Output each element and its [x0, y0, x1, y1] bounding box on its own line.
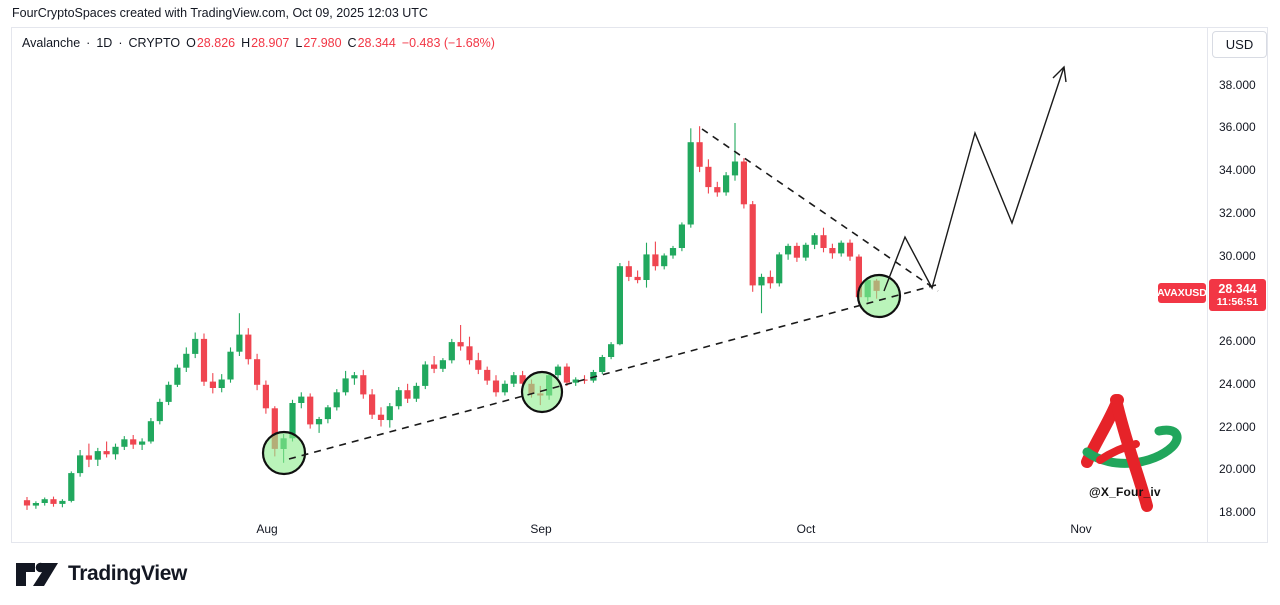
- price-tick-label: 32.000: [1219, 205, 1256, 220]
- high-label: H: [241, 36, 251, 50]
- legend-symbol[interactable]: Avalanche: [22, 36, 81, 50]
- low-value: 27.980: [303, 36, 342, 50]
- price-tick-label: 24.000: [1219, 376, 1256, 391]
- price-tick-label: 22.000: [1219, 419, 1256, 434]
- currency-unit-button[interactable]: USD: [1212, 31, 1267, 58]
- chart-frame: [11, 27, 1268, 543]
- open-value: 28.826: [196, 36, 236, 50]
- time-tick-label: Aug: [256, 522, 278, 536]
- high-value: 28.907: [251, 36, 290, 50]
- legend-interval[interactable]: 1D: [96, 36, 113, 50]
- price-tick-label: 30.000: [1219, 248, 1256, 263]
- candlestick-series: [23, 123, 880, 510]
- last-price-value: 28.344: [1218, 281, 1257, 296]
- price-axis-separator: [1207, 27, 1208, 543]
- chart-drawings: [261, 65, 1067, 476]
- price-tick-label: 18.000: [1219, 505, 1256, 519]
- legend-separator-1: ·: [86, 36, 91, 50]
- time-tick-label: Nov: [1070, 522, 1092, 536]
- watermark-logo: [1081, 394, 1182, 512]
- tradingview-logo-text: TradingView: [68, 562, 187, 585]
- last-price-symbol-badge: AVAXUSD: [1157, 283, 1207, 303]
- open-label: O: [186, 36, 196, 50]
- time-tick-label: Oct: [796, 522, 816, 536]
- price-tick-label: 34.000: [1219, 163, 1256, 177]
- price-tick-label: 38.000: [1219, 77, 1256, 92]
- attribution-text: FourCryptoSpaces created with TradingVie…: [12, 6, 428, 20]
- close-label: C: [347, 36, 357, 50]
- close-value: 28.344: [357, 36, 396, 50]
- price-axis[interactable]: 38.000 36.000 34.000 32.000 30.000 26.000 24.0…: [1208, 27, 1268, 543]
- watermark-handle: @X_Four_iv: [1089, 485, 1161, 499]
- time-tick-label: Sep: [530, 522, 552, 536]
- bar-countdown: 11:56:51: [1216, 296, 1259, 309]
- symbol-legend: Avalanche · 1D · CRYPTO O 28.826 H 28.907 …: [22, 36, 495, 50]
- last-price-label: 28.344 11:56:51: [1209, 279, 1266, 311]
- tradingview-logo-icon: [16, 562, 58, 586]
- time-axis[interactable]: Aug Sep Oct Nov: [11, 518, 1207, 543]
- change-value: −0.483 (−1.68%): [401, 36, 495, 50]
- low-label: L: [295, 36, 303, 50]
- price-tick-label: 36.000: [1219, 120, 1256, 135]
- price-tick-label: 20.000: [1219, 462, 1256, 477]
- legend-separator-2: ·: [118, 36, 123, 50]
- price-tick-label: 26.000: [1219, 334, 1256, 348]
- legend-exchange: CRYPTO: [128, 36, 181, 50]
- tradingview-logo[interactable]: TradingView: [14, 560, 187, 588]
